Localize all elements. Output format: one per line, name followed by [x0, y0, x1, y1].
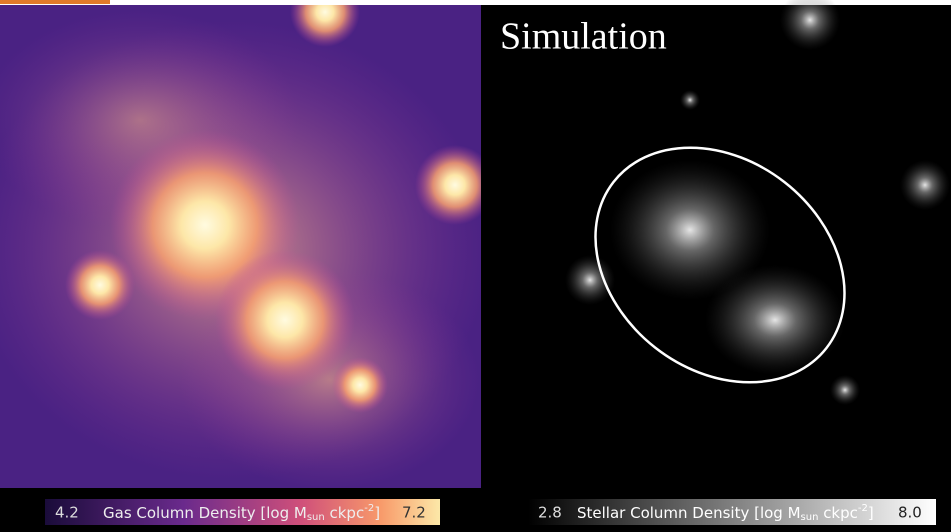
accent [0, 0, 110, 4]
subscript: sun [307, 512, 325, 523]
superscript: -2 [364, 503, 374, 514]
panel-title: Simulation [500, 16, 667, 58]
stellar-panel: Simulation [483, 0, 951, 488]
unit: ckpc [818, 504, 857, 522]
colorbar-max: 8.0 [898, 504, 922, 522]
unit: ckpc [325, 504, 364, 522]
stellar-colorbar [528, 499, 936, 525]
colorbar-label: Stellar Column Density [log Msun ckpc-2] [577, 503, 874, 523]
colorbar-min: 4.2 [55, 504, 79, 522]
colorbar-label: Gas Column Density [log Msun ckpc-2] [103, 503, 380, 523]
superscript: -2 [858, 503, 868, 514]
colorbar-max: 7.2 [402, 504, 426, 522]
bracket: ] [374, 504, 380, 522]
subscript: sun [801, 512, 819, 523]
label: Stellar Column Density [log M [577, 504, 801, 522]
bracket: ] [868, 504, 874, 522]
colorbar-min: 2.8 [538, 504, 562, 522]
gas-panel [0, 5, 481, 488]
gas-colorbar [45, 499, 440, 525]
label: Gas Column Density [log M [103, 504, 307, 522]
highlight-ellipse [594, 146, 846, 384]
top-strip [0, 0, 951, 5]
